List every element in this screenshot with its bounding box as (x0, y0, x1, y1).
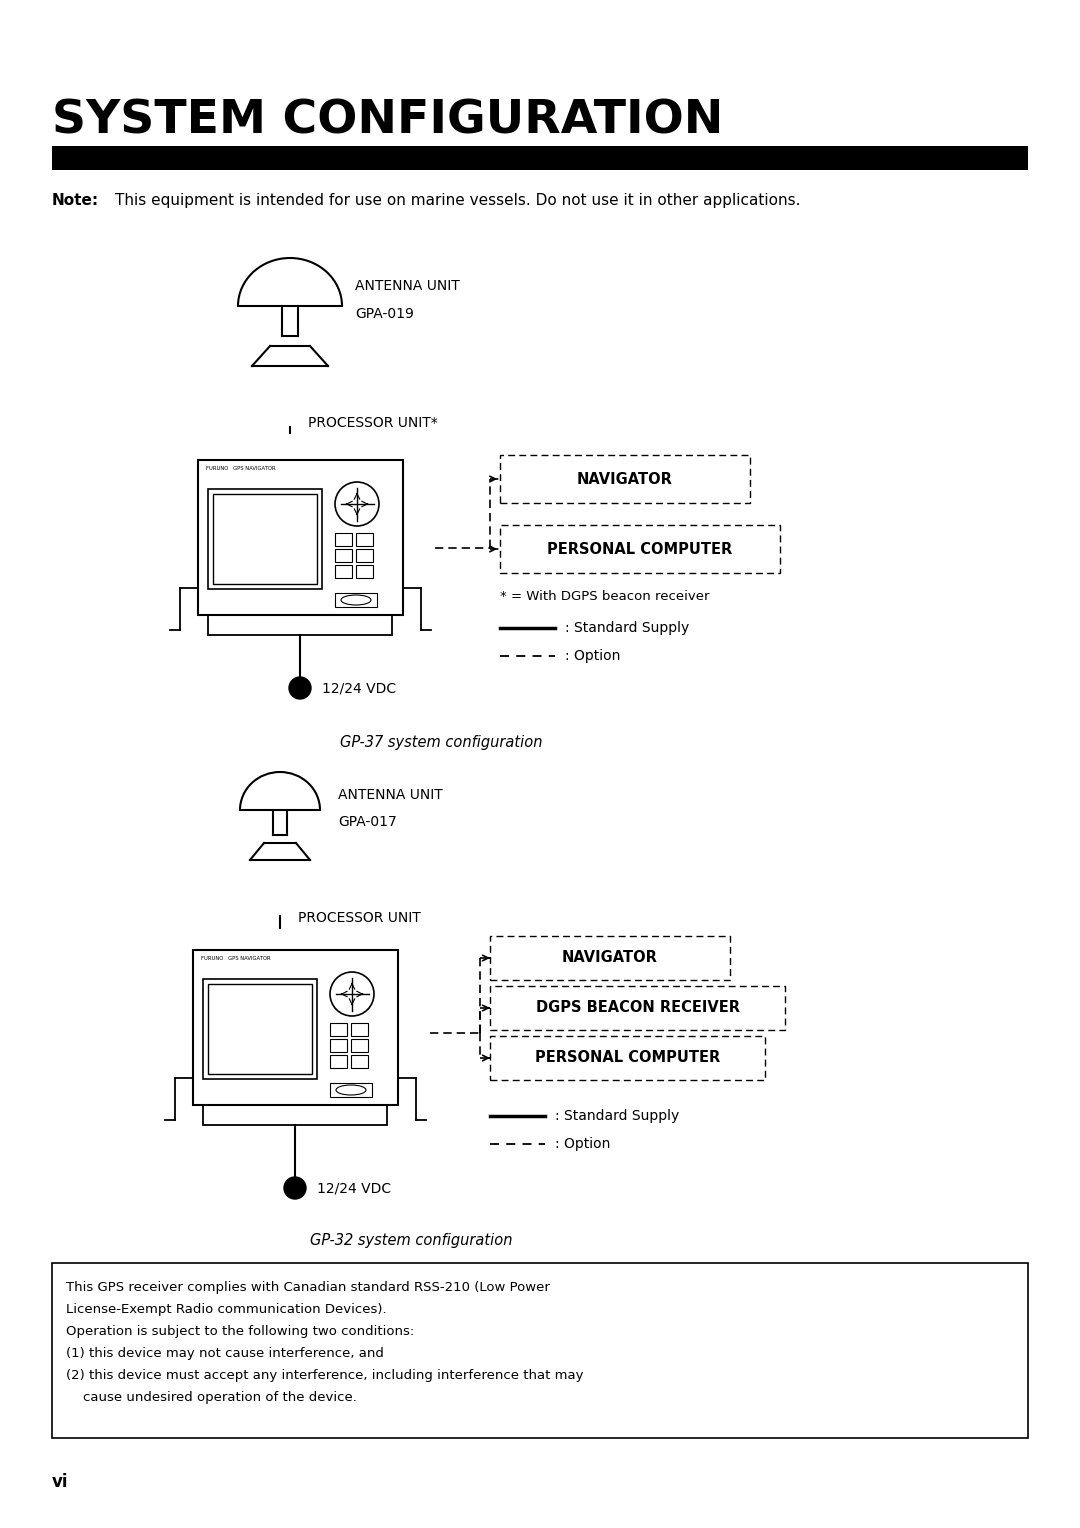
Bar (335, 565, 352, 578)
Text: 12/24 VDC: 12/24 VDC (318, 1181, 391, 1195)
Text: NAVIGATOR: NAVIGATOR (562, 950, 658, 966)
Text: GP-32 system configuration: GP-32 system configuration (310, 1233, 513, 1248)
Text: FURUNO   GPS NAVIGATOR: FURUNO GPS NAVIGATOR (201, 957, 271, 961)
Text: FURUNO   GPS NAVIGATOR: FURUNO GPS NAVIGATOR (206, 466, 275, 471)
Text: GPA-017: GPA-017 (338, 814, 396, 830)
Bar (490, 1036, 765, 1080)
Text: Operation is subject to the following two conditions:: Operation is subject to the following tw… (66, 1325, 415, 1339)
Bar (52, 147, 1028, 170)
Text: PROCESSOR UNIT*: PROCESSOR UNIT* (308, 416, 437, 429)
Text: : Option: : Option (565, 649, 620, 663)
Text: (1) this device may not cause interference, and: (1) this device may not cause interferen… (66, 1348, 383, 1360)
Bar (330, 1054, 347, 1068)
Bar (203, 979, 318, 1079)
Text: PERSONAL COMPUTER: PERSONAL COMPUTER (548, 541, 732, 556)
Bar (356, 533, 373, 545)
Bar (500, 526, 780, 573)
Text: NAVIGATOR: NAVIGATOR (577, 472, 673, 486)
Text: License-Exempt Radio communication Devices).: License-Exempt Radio communication Devic… (66, 1303, 387, 1316)
Bar (330, 1083, 372, 1097)
Bar (335, 593, 377, 607)
Bar (351, 1039, 368, 1051)
Text: : Standard Supply: : Standard Supply (555, 1109, 679, 1123)
Bar (208, 614, 392, 636)
Bar (198, 460, 403, 614)
Text: : Standard Supply: : Standard Supply (565, 620, 689, 636)
Bar (208, 984, 312, 1074)
Bar (356, 565, 373, 578)
Circle shape (284, 1177, 306, 1199)
Text: : Option: : Option (555, 1137, 610, 1151)
Bar (490, 986, 785, 1030)
Text: DGPS BEACON RECEIVER: DGPS BEACON RECEIVER (536, 1001, 740, 1016)
Bar (356, 549, 373, 562)
Bar (330, 1024, 347, 1036)
Text: (2) this device must accept any interference, including interference that may: (2) this device must accept any interfer… (66, 1369, 583, 1381)
Bar (335, 533, 352, 545)
Text: PROCESSOR UNIT: PROCESSOR UNIT (298, 911, 421, 924)
Bar (490, 937, 730, 979)
Text: vi: vi (52, 1473, 68, 1491)
Bar (330, 1039, 347, 1051)
Bar (213, 494, 318, 584)
Bar (193, 950, 399, 1105)
Bar (351, 1024, 368, 1036)
Bar (335, 549, 352, 562)
Bar (52, 1264, 1028, 1438)
Bar (208, 489, 322, 588)
Text: Note:: Note: (52, 193, 99, 208)
Circle shape (289, 677, 311, 698)
Text: cause undesired operation of the device.: cause undesired operation of the device. (66, 1390, 356, 1404)
Text: PERSONAL COMPUTER: PERSONAL COMPUTER (535, 1051, 720, 1065)
Text: ANTENNA UNIT: ANTENNA UNIT (355, 280, 460, 293)
Text: GP-37 system configuration: GP-37 system configuration (340, 735, 542, 750)
Text: 12/24 VDC: 12/24 VDC (322, 681, 396, 695)
Bar (351, 1054, 368, 1068)
Text: GPA-019: GPA-019 (355, 307, 414, 321)
Bar (500, 455, 750, 503)
Bar (203, 1105, 387, 1125)
Text: ANTENNA UNIT: ANTENNA UNIT (338, 788, 443, 802)
Text: SYSTEM CONFIGURATION: SYSTEM CONFIGURATION (52, 98, 724, 144)
Text: This GPS receiver complies with Canadian standard RSS-210 (Low Power: This GPS receiver complies with Canadian… (66, 1280, 550, 1294)
Text: This equipment is intended for use on marine vessels. Do not use it in other app: This equipment is intended for use on ma… (114, 193, 800, 208)
Text: * = With DGPS beacon receiver: * = With DGPS beacon receiver (500, 590, 710, 604)
